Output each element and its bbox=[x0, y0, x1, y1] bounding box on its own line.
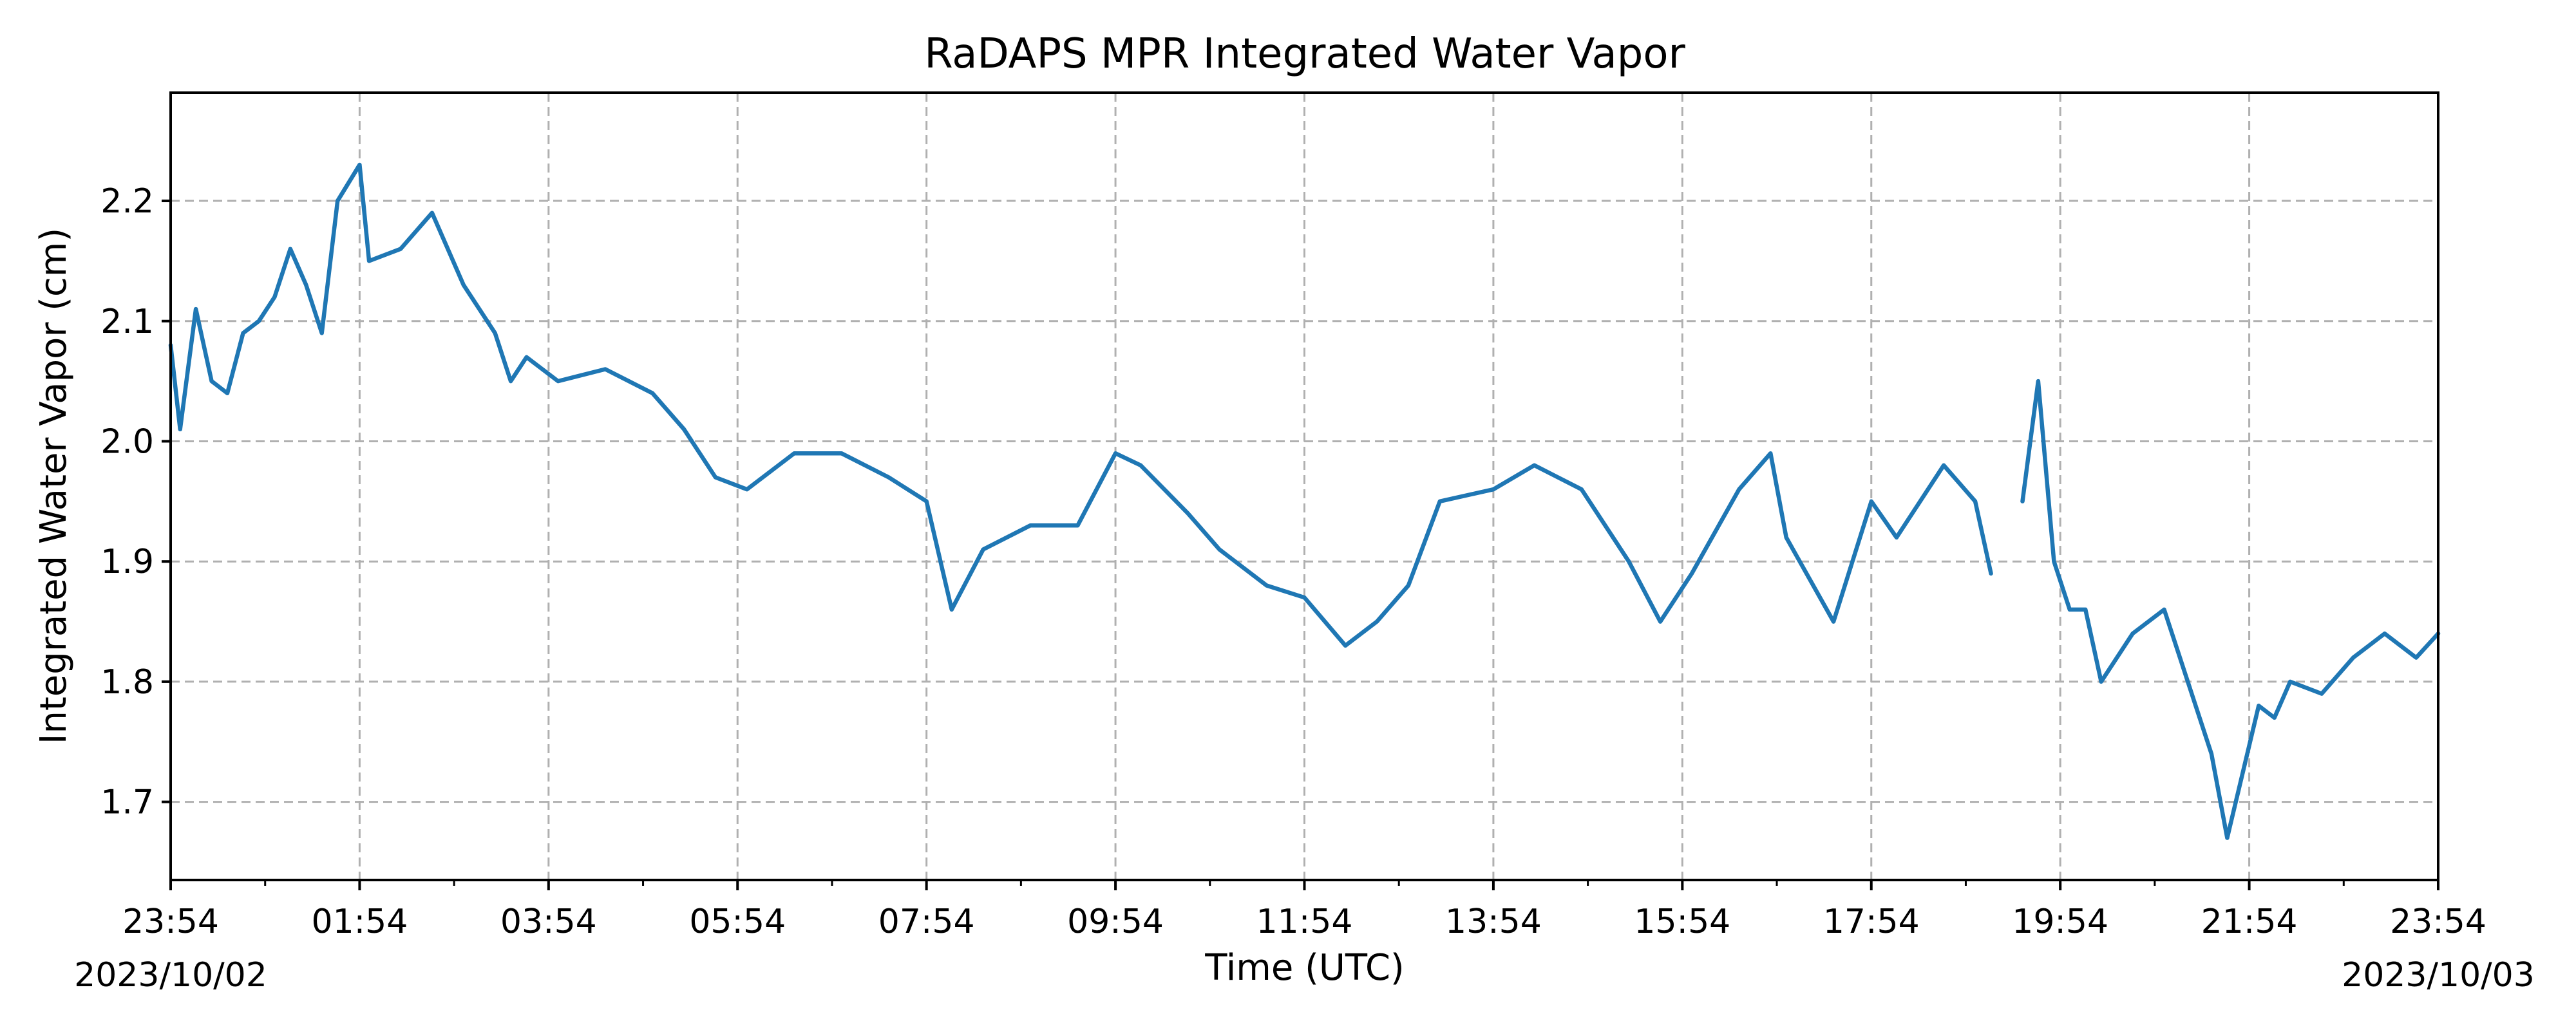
x-tick-label: 23:54 bbox=[2390, 903, 2486, 941]
x-axis: 23:54 01:54 03:54 05:54 07:54 09:54 11:54 13:54… bbox=[122, 880, 2486, 941]
y-tick-label: 2.2 bbox=[100, 182, 154, 221]
x-tick-label: 23:54 bbox=[122, 903, 219, 941]
series-layer bbox=[168, 162, 2441, 840]
x-tick-label: 03:54 bbox=[500, 903, 597, 941]
y-tick-label: 1.9 bbox=[100, 543, 154, 581]
x-tick-label: 09:54 bbox=[1067, 903, 1164, 941]
y-tick-label: 1.7 bbox=[100, 783, 154, 822]
x-tick-label: 21:54 bbox=[2201, 903, 2298, 941]
y-axis-label: Integrated Water Vapor (cm) bbox=[33, 228, 75, 744]
chart-title: RaDAPS MPR Integrated Water Vapor bbox=[924, 30, 1685, 78]
x-tick-label: 07:54 bbox=[878, 903, 975, 941]
x-end-date-label: 2023/10/03 bbox=[2342, 956, 2535, 995]
x-start-date-label: 2023/10/02 bbox=[74, 956, 267, 995]
x-tick-label: 15:54 bbox=[1634, 903, 1730, 941]
x-tick-label: 01:54 bbox=[311, 903, 408, 941]
x-tick-label: 19:54 bbox=[2012, 903, 2108, 941]
x-tick-label: 11:54 bbox=[1256, 903, 1353, 941]
y-tick-label: 1.8 bbox=[100, 663, 154, 702]
x-tick-label: 17:54 bbox=[1823, 903, 1920, 941]
x-axis-label: Time (UTC) bbox=[1204, 947, 1405, 989]
grid bbox=[171, 93, 2438, 880]
y-axis: 1.7 1.8 1.9 2.0 2.1 2.2 bbox=[100, 182, 171, 822]
y-tick-label: 2.1 bbox=[100, 303, 154, 341]
x-tick-label: 13:54 bbox=[1445, 903, 1542, 941]
series-line-segment-2 bbox=[2020, 379, 2441, 840]
series-line-segment-1 bbox=[168, 162, 1993, 648]
y-tick-label: 2.0 bbox=[100, 422, 154, 461]
x-tick-label: 05:54 bbox=[689, 903, 786, 941]
